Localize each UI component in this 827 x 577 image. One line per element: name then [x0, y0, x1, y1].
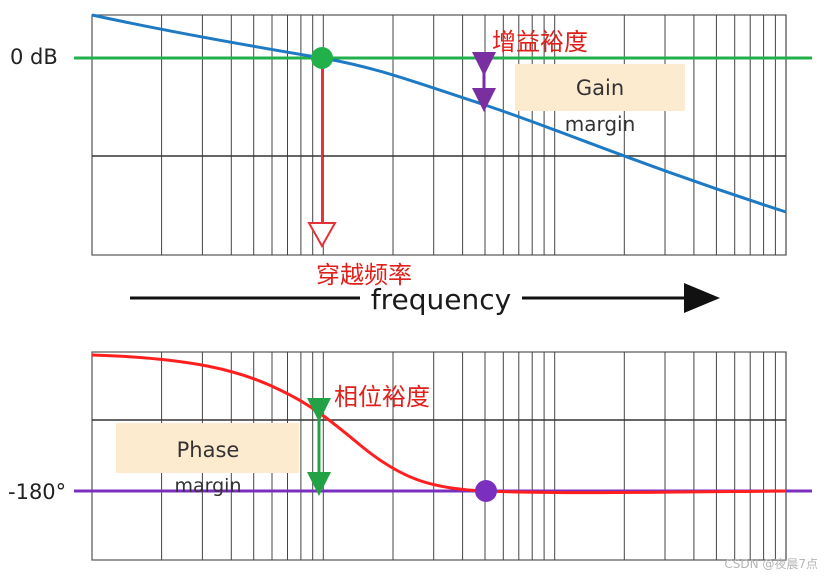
crossover-frequency-cn-label: 穿越频率: [316, 261, 412, 289]
gain-curve: [91, 13, 787, 214]
gain-margin-label-line2: margin: [565, 112, 636, 136]
phase-margin-label-line1: Phase: [177, 438, 240, 462]
phase-curve: [91, 353, 787, 495]
phase-margin-cn-label: 相位裕度: [334, 383, 430, 411]
gain-margin-label-box: [515, 64, 685, 111]
frequency-label: frequency: [371, 283, 511, 316]
magnitude-plot-frame: [91, 14, 787, 256]
phase-margin-label-line2: margin: [174, 475, 241, 497]
crossover-marker: [311, 47, 333, 69]
frequency-axis: frequency: [130, 283, 720, 316]
phase-margin-label-box: [116, 423, 299, 473]
watermark: CSDN @夜晨7点: [724, 556, 818, 571]
zero-db-label: 0 dB: [10, 45, 58, 69]
magnitude-grid: [161, 15, 787, 255]
magnitude-plot: Gain margin 增益裕度 穿越频率 0 dB: [10, 13, 812, 289]
crossover-arrow-head: [307, 222, 337, 249]
gain-margin-cn-label: 增益裕度: [492, 28, 588, 56]
gain-margin-label-line1: Gain: [576, 76, 624, 100]
phase-plot: Phase margin 相位裕度 -180°: [8, 351, 812, 561]
minus180-label: -180°: [8, 480, 66, 504]
phase-crossover-marker: [475, 480, 497, 502]
